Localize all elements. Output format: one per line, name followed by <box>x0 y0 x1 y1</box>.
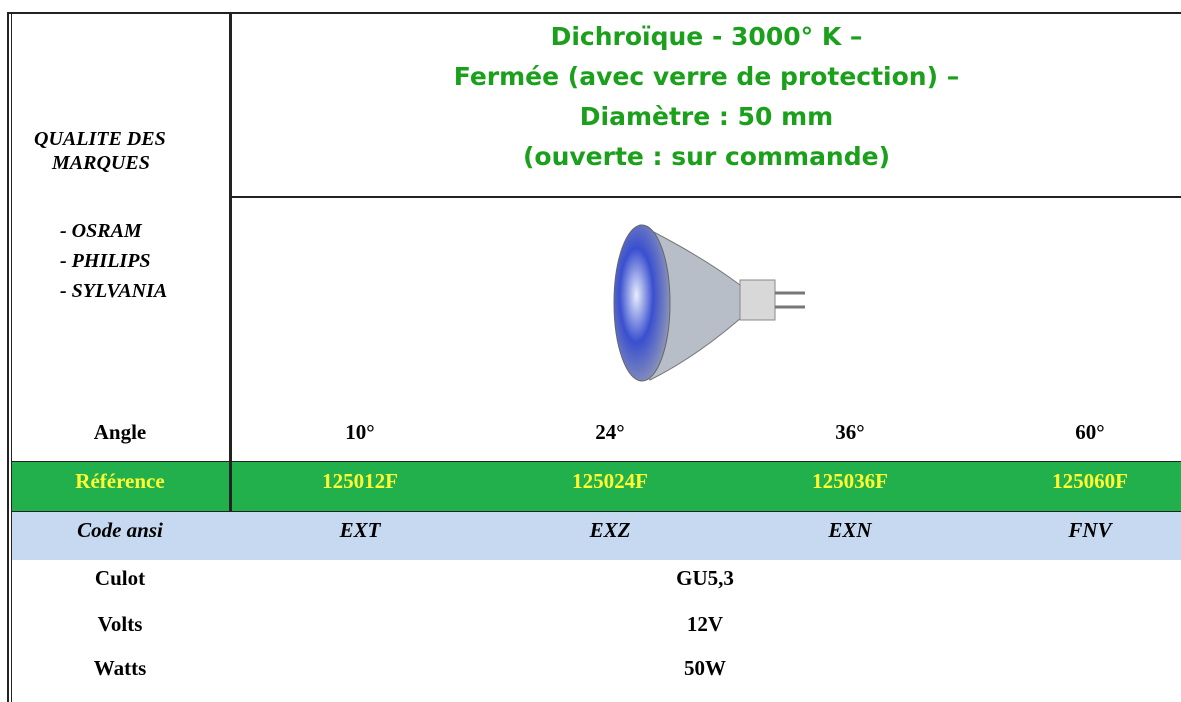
lamp-image <box>600 215 820 395</box>
outer-top-border <box>7 12 1181 14</box>
cell-value: EXZ <box>510 518 710 543</box>
brand: - OSRAM <box>60 220 142 243</box>
cell-value: EXT <box>260 518 460 543</box>
brand: - PHILIPS <box>60 250 151 273</box>
header-line: Fermée (avec verre de protection) – <box>232 62 1181 91</box>
cell-value: FNV <box>990 518 1181 543</box>
band-border <box>12 511 1181 512</box>
row-label: Culot <box>20 566 220 591</box>
header-line: Dichroïque - 3000° K – <box>232 22 1181 51</box>
header-line: (ouverte : sur commande) <box>232 142 1181 171</box>
brands-title: QUALITE DES <box>34 128 166 151</box>
band-border <box>12 461 1181 462</box>
header-divider <box>230 196 1181 198</box>
row-label: Angle <box>20 420 220 445</box>
outer-left-border <box>11 12 12 702</box>
cell-value: 125012F <box>260 469 460 494</box>
cell-value: EXN <box>750 518 950 543</box>
row-label: Code ansi <box>20 518 220 543</box>
cell-value: 36° <box>750 420 950 445</box>
outer-left-border <box>7 12 9 702</box>
cell-value: 60° <box>990 420 1181 445</box>
brands-title: MARQUES <box>52 152 150 175</box>
row-label: Volts <box>20 612 220 637</box>
cell-value: 125024F <box>510 469 710 494</box>
header-line: Diamètre : 50 mm <box>232 102 1181 131</box>
cell-value: 125036F <box>750 469 950 494</box>
cell-value: 24° <box>510 420 710 445</box>
cell-value: 125060F <box>990 469 1181 494</box>
page: Dichroïque - 3000° K – Fermée (avec verr… <box>0 0 1181 702</box>
brand: - SYLVANIA <box>60 280 167 303</box>
cell-value: GU5,3 <box>605 566 805 591</box>
cell-value: 50W <box>605 656 805 681</box>
cell-value: 12V <box>605 612 805 637</box>
row-label: Watts <box>20 656 220 681</box>
row-label: Référence <box>20 469 220 494</box>
cell-value: 10° <box>260 420 460 445</box>
